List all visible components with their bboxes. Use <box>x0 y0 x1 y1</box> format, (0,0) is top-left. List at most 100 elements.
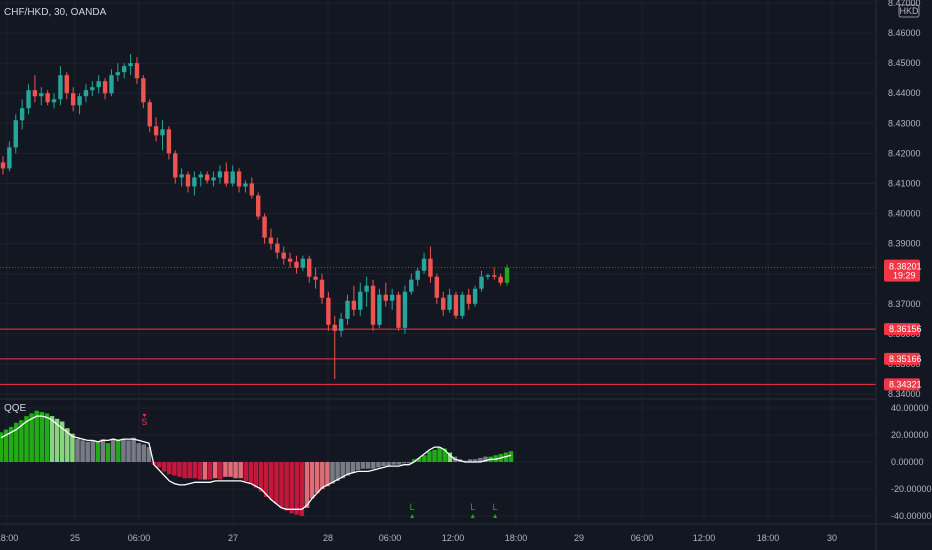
signal-marker: L <box>493 502 498 518</box>
histogram-bar <box>493 455 498 462</box>
candle-body <box>281 252 286 259</box>
candle-body <box>351 300 357 310</box>
price-tick-label: 8.39000 <box>888 239 921 249</box>
candle <box>389 288 395 310</box>
histogram-bar <box>167 462 172 475</box>
candle-body <box>249 183 255 196</box>
candle-body <box>64 75 69 94</box>
histogram-bar <box>350 462 356 473</box>
candle <box>287 252 293 268</box>
histogram-bar <box>131 437 136 462</box>
candle <box>441 291 446 316</box>
price-level-value: 8.36156 <box>889 324 922 334</box>
histogram-bar <box>3 429 9 462</box>
histogram-bar <box>467 459 473 462</box>
histogram-bar <box>483 456 488 462</box>
candle-body <box>134 63 140 79</box>
histogram-bar <box>59 421 65 462</box>
candle <box>434 273 440 304</box>
candle-body <box>230 171 235 184</box>
candle <box>13 114 18 154</box>
candle-body <box>204 174 210 181</box>
price-level-value: 8.34321 <box>889 379 922 389</box>
histogram-bar <box>197 462 203 480</box>
candle <box>160 120 165 151</box>
currency-badge: HKD <box>899 6 919 16</box>
price-tick-label: 8.46000 <box>888 28 921 38</box>
histogram-bar <box>202 462 208 480</box>
histogram-bar <box>8 426 14 462</box>
currency-badge-frame[interactable] <box>898 4 920 18</box>
time-tick-label: 18:00 <box>505 533 528 543</box>
histogram-bar <box>360 462 366 469</box>
candle <box>90 81 95 97</box>
signal-marker: S <box>141 414 147 427</box>
candle-body <box>39 93 44 97</box>
indicator-title[interactable]: QQE <box>4 403 27 414</box>
candle <box>460 291 465 319</box>
candle-body <box>428 258 433 277</box>
candle <box>402 285 408 334</box>
candle-body <box>115 72 121 76</box>
histogram-bar <box>233 462 238 479</box>
time-tick-label: 18:00 <box>757 533 780 543</box>
histogram-bar <box>335 462 340 481</box>
candle-body <box>7 147 12 169</box>
signal-label: L <box>493 502 498 512</box>
histogram-bar <box>274 462 279 504</box>
candle-body <box>415 270 420 280</box>
candle <box>109 69 114 97</box>
candle-body <box>364 285 369 292</box>
price-level-value: 8.35166 <box>889 354 922 364</box>
candle <box>96 75 101 94</box>
candle-body <box>504 267 510 283</box>
histogram-bar <box>141 444 147 462</box>
candle <box>249 177 255 199</box>
grid-lines <box>0 0 876 524</box>
symbol-title[interactable]: CHF/HKD, 30, OANDA <box>4 7 107 18</box>
histogram-bar <box>218 462 223 480</box>
time-tick-label: 06:00 <box>379 533 402 543</box>
candle-body <box>389 294 395 301</box>
candle <box>421 252 427 274</box>
histogram-bar <box>478 457 483 462</box>
candle-body <box>243 183 248 187</box>
price-level-tag: 8.34321 <box>884 378 922 391</box>
histogram-bar <box>14 422 19 462</box>
candle <box>294 255 299 274</box>
candle <box>204 171 210 184</box>
candle <box>64 72 69 100</box>
price-level-lines[interactable] <box>0 267 876 385</box>
time-axis[interactable]: 18:00 25 06:00 27 28 06:00 12:00 18:00 29 06:00 12… <box>0 533 837 543</box>
histogram-bar <box>447 452 453 462</box>
candle <box>236 168 242 193</box>
histogram-bar <box>381 462 386 467</box>
candle <box>243 180 248 193</box>
candle-body <box>287 258 293 262</box>
candle <box>224 162 229 187</box>
histogram-bar <box>177 462 182 477</box>
price-tick-label: 8.40000 <box>888 209 921 219</box>
histogram-bar <box>19 420 24 462</box>
price-level-tag-bg <box>884 378 920 391</box>
candle <box>166 126 172 160</box>
candle-body <box>402 291 408 328</box>
candle <box>230 165 235 187</box>
histogram-bar <box>442 448 447 462</box>
histogram-bar <box>325 462 330 487</box>
candle-body <box>294 261 299 268</box>
qqe-axis[interactable]: 40.00000 20.00000 0.00000 -20.00000 -40.0000… <box>891 403 932 521</box>
candle <box>300 255 306 271</box>
histogram-bar <box>253 462 259 488</box>
histogram-bar <box>401 462 407 464</box>
histogram-bar <box>422 455 427 462</box>
histogram-bar <box>243 462 249 481</box>
candle <box>319 273 325 304</box>
signal-arrow-up <box>493 514 498 518</box>
histogram-bar <box>80 440 85 462</box>
candle-body <box>90 87 95 91</box>
candle <box>128 54 133 76</box>
candle-body <box>453 294 459 316</box>
